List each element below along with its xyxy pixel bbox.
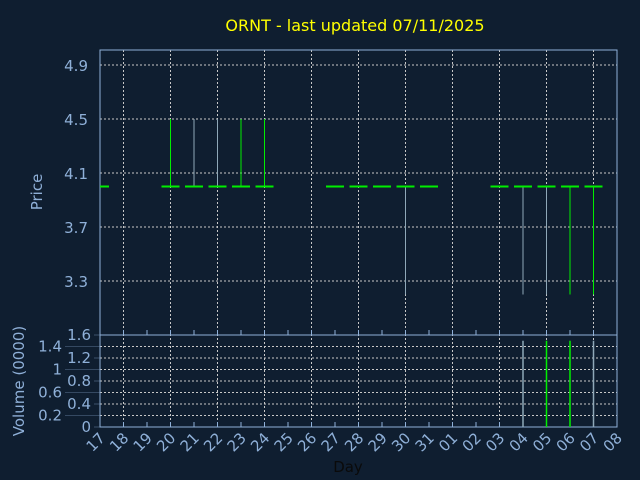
x-tick-label: 30 [388, 429, 414, 455]
x-tick-label: 28 [341, 429, 367, 455]
x-tick-label: 07 [576, 429, 602, 455]
volume-tick-label: 0.6 [38, 384, 62, 402]
x-tick-label: 03 [482, 429, 508, 455]
volume-tick-label: 0.4 [67, 395, 91, 413]
price-tick-label: 3.7 [64, 219, 88, 237]
volume-tick-label: 0 [81, 418, 91, 436]
price-tick-label: 4.9 [64, 57, 88, 75]
volume-axis-label: Volume (0000) [10, 326, 28, 436]
x-axis-label: Day [333, 458, 363, 476]
volume-tick-label: 0.8 [67, 372, 91, 390]
x-tick-label: 20 [153, 429, 179, 455]
x-tick-label: 08 [600, 429, 626, 455]
x-tick-label: 18 [106, 429, 132, 455]
x-tick-label: 29 [365, 429, 391, 455]
x-tick-label: 23 [224, 429, 250, 455]
volume-tick-label: 1.2 [67, 349, 91, 367]
x-tick-label: 02 [459, 429, 485, 455]
price-tick-label: 3.3 [64, 273, 88, 291]
x-tick-label: 01 [435, 429, 461, 455]
volume-tick-label: 1.6 [67, 326, 91, 344]
x-tick-label: 25 [271, 429, 297, 455]
x-tick-label: 21 [177, 429, 203, 455]
x-tick-label: 19 [130, 429, 156, 455]
x-tick-label: 31 [412, 429, 438, 455]
price-panel-frame [99, 49, 618, 336]
volume-panel-frame [99, 334, 618, 428]
volume-tick-label: 1.4 [38, 338, 62, 356]
chart-title: ORNT - last updated 07/11/2025 [225, 16, 484, 35]
x-tick-label: 26 [294, 429, 320, 455]
price-axis-label: Price [28, 174, 46, 211]
volume-tick-label: 1 [52, 361, 62, 379]
price-tick-label: 4.1 [64, 165, 88, 183]
x-tick-label: 27 [318, 429, 344, 455]
x-tick-label: 04 [506, 429, 532, 455]
price-tick-label: 4.5 [64, 111, 88, 129]
x-tick-label: 06 [553, 429, 579, 455]
x-tick-label: 22 [200, 429, 226, 455]
x-tick-label: 05 [529, 429, 555, 455]
x-tick-label: 24 [247, 429, 273, 455]
volume-tick-label: 0.2 [38, 407, 62, 425]
